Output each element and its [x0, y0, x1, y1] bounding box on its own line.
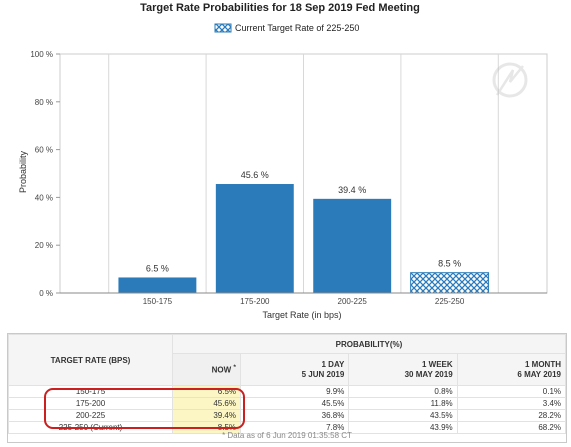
probability-chart: Target Rate Probabilities for 18 Sep 201… [0, 0, 571, 330]
one-month-cell: 3.4% [457, 398, 565, 410]
now-cell: 6.5% [173, 386, 241, 398]
data-label-200-225: 39.4 % [338, 185, 366, 195]
column-date: 5 JUN 2019 [245, 370, 344, 380]
one-week-cell: 43.5% [349, 410, 457, 422]
y-tick-label: 0 % [39, 289, 53, 298]
data-label-225-250: 8.5 % [438, 259, 461, 269]
one-day-cell: 9.9% [241, 386, 349, 398]
x-axis-title: Target Rate (in bps) [262, 310, 341, 320]
column-label: 1 MONTH [462, 360, 561, 370]
x-tick-label-225-250: 225-250 [435, 297, 465, 306]
bar-150-175 [118, 277, 196, 293]
x-tick-label-200-225: 200-225 [338, 297, 368, 306]
rate-cell: 150-175 [9, 386, 173, 398]
x-tick-label-150-175: 150-175 [143, 297, 173, 306]
column-date: 30 MAY 2019 [353, 370, 452, 380]
one-day-cell: 45.5% [241, 398, 349, 410]
column-header-now[interactable]: NOW * [173, 354, 241, 386]
rate-cell: 175-200 [9, 398, 173, 410]
data-timestamp-footnote: * Data as of 6 Jun 2019 01:35:58 CT [8, 431, 566, 440]
now-cell: 39.4% [173, 410, 241, 422]
y-tick-label: 20 % [35, 241, 53, 250]
table-row: 200-225 39.4% 36.8% 43.5% 28.2% [9, 410, 566, 422]
data-label-175-200: 45.6 % [241, 170, 269, 180]
y-tick-label: 40 % [35, 193, 53, 202]
one-week-cell: 0.8% [349, 386, 457, 398]
probability-header: PROBABILITY(%) [173, 335, 566, 354]
chart-title: Target Rate Probabilities for 18 Sep 201… [140, 2, 420, 14]
data-label-150-175: 6.5 % [146, 263, 169, 273]
column-header-1-month[interactable]: 1 MONTH 6 MAY 2019 [457, 354, 565, 386]
footnote-marker: * [233, 364, 236, 371]
one-week-cell: 11.8% [349, 398, 457, 410]
y-tick-label: 100 % [30, 50, 53, 59]
y-tick-label: 80 % [35, 98, 53, 107]
y-axis-title: Probability [18, 150, 28, 193]
column-label: 1 WEEK [353, 360, 452, 370]
column-header-1-day[interactable]: 1 DAY 5 JUN 2019 [241, 354, 349, 386]
y-tick-label: 60 % [35, 146, 53, 155]
legend-label: Current Target Rate of 225-250 [235, 23, 359, 33]
probability-table-grid: TARGET RATE (BPS) PROBABILITY(%) NOW * 1… [8, 334, 566, 434]
column-header-1-week[interactable]: 1 WEEK 30 MAY 2019 [349, 354, 457, 386]
bar-200-225 [313, 199, 391, 293]
column-label: 1 DAY [245, 360, 344, 370]
one-day-cell: 36.8% [241, 410, 349, 422]
legend-swatch [215, 24, 231, 32]
one-month-cell: 28.2% [457, 410, 565, 422]
rate-cell: 200-225 [9, 410, 173, 422]
table-row: 175-200 45.6% 45.5% 11.8% 3.4% [9, 398, 566, 410]
legend[interactable]: Current Target Rate of 225-250 [215, 23, 359, 33]
target-rate-header: TARGET RATE (BPS) [9, 335, 173, 386]
column-label: NOW [212, 366, 232, 375]
x-tick-label-175-200: 175-200 [240, 297, 270, 306]
now-cell: 45.6% [173, 398, 241, 410]
probability-table: TARGET RATE (BPS) PROBABILITY(%) NOW * 1… [7, 333, 567, 443]
one-month-cell: 0.1% [457, 386, 565, 398]
column-date: 6 MAY 2019 [462, 370, 561, 380]
bar-225-250 [411, 273, 489, 293]
bar-175-200 [216, 184, 294, 293]
table-row: 150-175 6.5% 9.9% 0.8% 0.1% [9, 386, 566, 398]
